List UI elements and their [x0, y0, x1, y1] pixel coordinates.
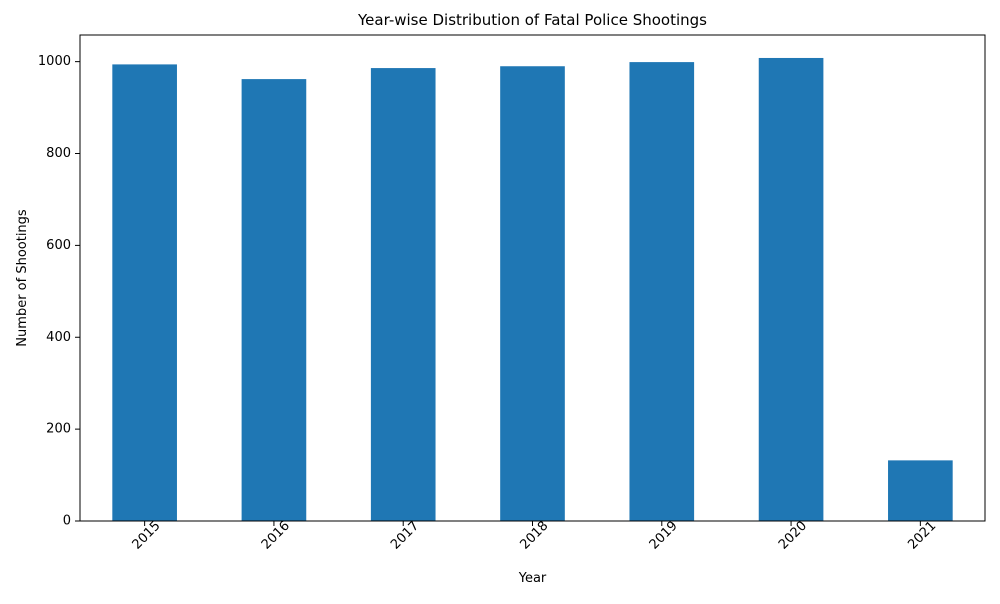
- bar-2020: [758, 57, 824, 521]
- x-tick-label: 2020: [776, 519, 810, 553]
- bar-2016: [241, 79, 307, 521]
- y-axis-label: Number of Shootings: [15, 209, 30, 347]
- y-tick-label: 1000: [38, 54, 71, 69]
- y-tick-label: 200: [46, 422, 71, 437]
- plot-area: 2015 2016 2017 2018 2019 2020 2021 0 200 400 600 8…: [38, 34, 986, 553]
- bar-2017: [370, 68, 436, 521]
- bar-2021: [888, 460, 953, 521]
- y-tick-label: 400: [46, 330, 71, 345]
- plot-frame: [79, 34, 986, 522]
- bar-2015: [112, 64, 177, 521]
- y-tick-label: 0: [63, 514, 71, 529]
- x-tick-label: 2016: [259, 519, 293, 553]
- y-axis-ticks: 0 200 400 600 800 1000: [38, 54, 80, 529]
- bar-2018: [500, 66, 565, 521]
- x-tick-label: 2019: [647, 519, 681, 553]
- y-tick-label: 800: [46, 146, 71, 161]
- bar-2019: [629, 62, 695, 521]
- chart-title: Year-wise Distribution of Fatal Police S…: [357, 11, 707, 29]
- x-tick-label: 2018: [517, 519, 551, 553]
- x-axis-label: Year: [518, 571, 547, 586]
- x-tick-label: 2015: [130, 519, 164, 553]
- x-axis-ticks: 2015 2016 2017 2018 2019 2020 2021: [130, 519, 940, 553]
- x-tick-label: 2017: [388, 519, 422, 553]
- y-tick-label: 600: [46, 238, 71, 253]
- bars-group: [112, 57, 953, 521]
- x-tick-label: 2021: [905, 519, 939, 553]
